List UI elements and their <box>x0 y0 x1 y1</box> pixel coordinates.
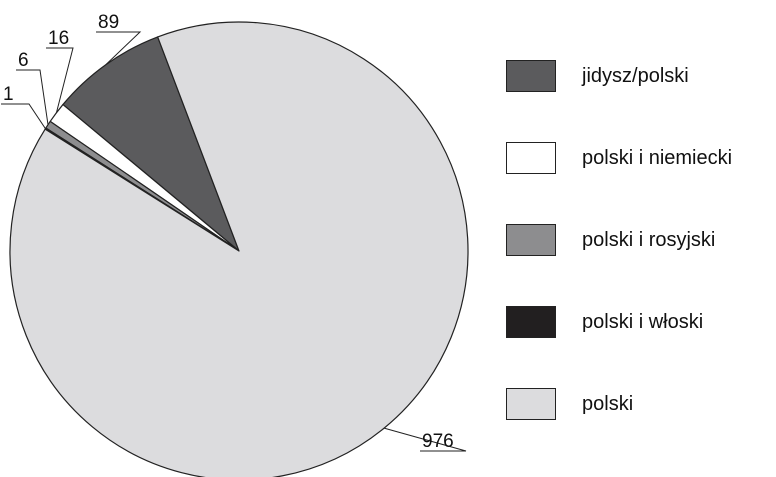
legend: jidysz/polski polski i niemiecki polski … <box>506 58 771 468</box>
legend-label-jidysz-polski: jidysz/polski <box>582 64 689 87</box>
legend-item-polski-i-wloski: polski i włoski <box>506 304 771 340</box>
legend-label-polski-i-rosyjski: polski i rosyjski <box>582 228 716 251</box>
legend-item-polski-i-rosyjski: polski i rosyjski <box>506 222 771 258</box>
pie-slice-polski <box>9 21 469 477</box>
legend-item-polski: polski <box>506 386 771 422</box>
data-label-polski: 976 <box>422 431 454 452</box>
legend-label-polski-i-wloski: polski i włoski <box>582 310 704 333</box>
legend-swatch-polski-i-wloski <box>506 306 556 338</box>
legend-swatch-polski <box>506 388 556 420</box>
legend-swatch-polski-i-niemiecki <box>506 142 556 174</box>
leader-line-polski-i-niemiecki <box>46 47 74 114</box>
legend-item-jidysz-polski: jidysz/polski <box>506 58 771 94</box>
legend-label-polski: polski <box>582 392 634 415</box>
data-label-polski-i-wloski: 1 <box>3 84 14 105</box>
leader-line-polski-i-rosyjski <box>16 69 49 125</box>
leader-line-jidysz-polski <box>96 31 142 65</box>
data-label-polski-i-niemiecki: 16 <box>48 28 69 49</box>
data-label-polski-i-rosyjski: 6 <box>18 50 29 71</box>
legend-label-polski-i-niemiecki: polski i niemiecki <box>582 146 733 169</box>
legend-swatch-jidysz-polski <box>506 60 556 92</box>
data-label-jidysz-polski: 89 <box>98 12 119 33</box>
leader-line-polski-i-wloski <box>1 103 46 129</box>
legend-swatch-polski-i-rosyjski <box>506 224 556 256</box>
leader-line-polski <box>383 427 467 452</box>
legend-item-polski-i-niemiecki: polski i niemiecki <box>506 140 771 176</box>
